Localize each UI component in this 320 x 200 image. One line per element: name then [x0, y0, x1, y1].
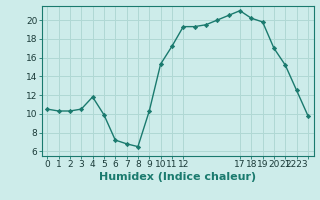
- X-axis label: Humidex (Indice chaleur): Humidex (Indice chaleur): [99, 172, 256, 182]
